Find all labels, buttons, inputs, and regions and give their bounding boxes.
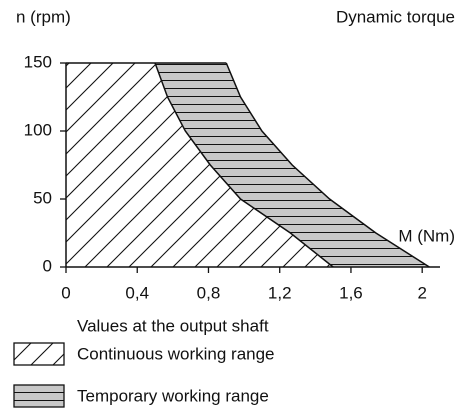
chart-title: Dynamic torque (336, 7, 455, 26)
legend-label: Continuous working range (77, 344, 275, 363)
legend-title: Values at the output shaft (77, 316, 269, 335)
x-tick-label: 0,8 (197, 283, 221, 302)
y-tick-label: 0 (43, 256, 52, 275)
y-axis-label: n (rpm) (16, 7, 71, 26)
x-axis-label: M (Nm) (398, 226, 455, 245)
boundary-line (225, 62, 430, 268)
boundary-line (154, 62, 334, 268)
legend-label: Temporary working range (77, 386, 269, 405)
area-fill (66, 63, 334, 267)
x-tick-label: 0,4 (125, 283, 149, 302)
x-tick-label: 0 (61, 283, 70, 302)
x-tick-label: 1,6 (339, 283, 363, 302)
y-tick-label: 150 (24, 52, 52, 71)
area-fill (155, 63, 430, 267)
legend-swatch (13, 342, 65, 366)
legend-swatch (13, 384, 65, 408)
y-tick-label: 100 (24, 120, 52, 139)
x-tick-label: 2 (417, 283, 426, 302)
x-tick-label: 1,2 (268, 283, 292, 302)
y-tick-label: 50 (33, 188, 52, 207)
